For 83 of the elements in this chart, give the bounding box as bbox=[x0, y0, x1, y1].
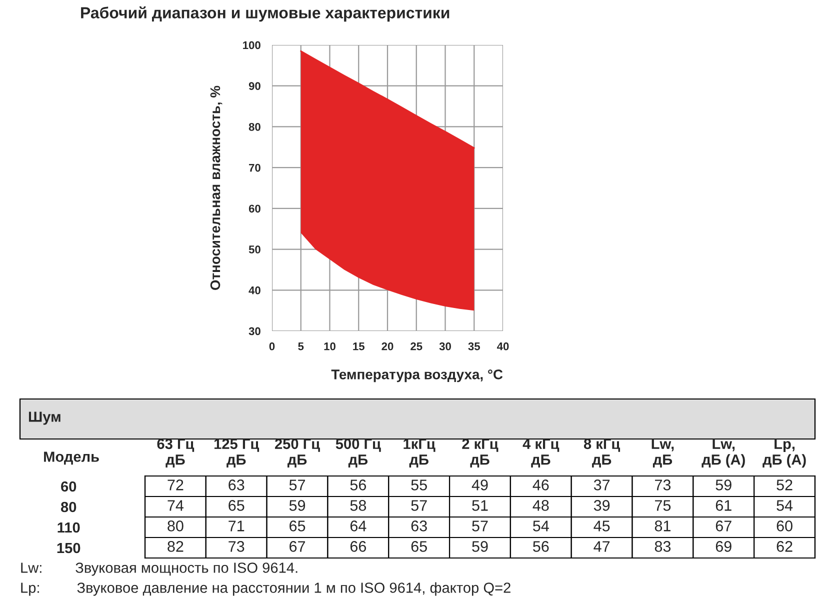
data-label: 60 bbox=[776, 520, 792, 532]
data-label: 49 bbox=[472, 480, 488, 490]
data-label: 65 bbox=[411, 541, 427, 552]
data-label: 57 bbox=[289, 480, 306, 490]
x-tick-label: 500 Гц дБ bbox=[336, 438, 381, 468]
data-label: 65 bbox=[228, 500, 244, 511]
data-label: 57 bbox=[472, 520, 488, 532]
data-label: 75 bbox=[655, 500, 671, 511]
x-tick-label: Lw, дБ bbox=[652, 438, 674, 468]
x-tick-label: 40 bbox=[496, 342, 509, 350]
data-label: 63 bbox=[411, 520, 427, 532]
y-tick-label: 70 bbox=[249, 164, 260, 172]
data-label: 66 bbox=[350, 541, 366, 552]
chart-title: Рабочий диапазон и шумовые характеристики bbox=[81, 6, 450, 22]
data-label: 56 bbox=[350, 480, 366, 490]
y-tick-label: 40 bbox=[248, 286, 260, 294]
x-tick-label: 5 bbox=[298, 342, 304, 350]
data-label: 83 bbox=[654, 541, 671, 552]
y-tick-label: 150 bbox=[57, 542, 80, 554]
data-label: 63 bbox=[228, 480, 244, 490]
x-tick-label: 63 Гц дБ bbox=[157, 438, 194, 468]
y-tick-label: 30 bbox=[248, 327, 260, 336]
data-label: 62 bbox=[776, 541, 792, 552]
data-label: 39 bbox=[594, 500, 610, 511]
y-tick-label: 50 bbox=[248, 246, 260, 254]
y-tick-label: 90 bbox=[248, 82, 260, 90]
data-label: 73 bbox=[228, 541, 244, 552]
y-axis-title: Модель bbox=[44, 452, 99, 465]
data-label: 54 bbox=[533, 520, 549, 532]
x-tick-label: 0 bbox=[269, 342, 275, 350]
x-tick-label: 15 bbox=[353, 342, 364, 350]
data-label: 37 bbox=[594, 480, 610, 490]
data-label: 57 bbox=[411, 500, 427, 511]
y-tick-label: 60 bbox=[248, 204, 260, 213]
x-tick-label: 2 кГц дБ bbox=[462, 438, 498, 468]
data-label: 46 bbox=[532, 480, 549, 490]
y-tick-label: 100 bbox=[243, 41, 260, 50]
x-tick-label: 250 Гц дБ bbox=[274, 438, 320, 468]
text: Lw: Звуковая мощность по ISO 9614. bbox=[21, 562, 298, 576]
data-label: 67 bbox=[290, 541, 306, 552]
y-tick-label: 80 bbox=[60, 502, 76, 512]
data-label: 74 bbox=[168, 500, 184, 511]
x-tick-label: Lw, дБ (A) bbox=[702, 438, 745, 468]
data-label: 59 bbox=[472, 541, 488, 552]
data-label: 45 bbox=[594, 520, 610, 532]
text: Lp: Звуковое давление на расстоянии 1 м по ISO 9614, фактор Q=2 bbox=[21, 582, 510, 596]
x-tick-label: 125 Гц дБ bbox=[214, 438, 260, 468]
data-label: 47 bbox=[594, 541, 610, 552]
data-label: 54 bbox=[776, 500, 793, 511]
data-label: 81 bbox=[654, 520, 670, 532]
x-tick-label: 35 bbox=[468, 342, 480, 350]
data-label: 65 bbox=[290, 520, 306, 532]
x-tick-label: 4 кГц дБ bbox=[522, 438, 560, 468]
data-label: 58 bbox=[350, 500, 366, 511]
x-tick-label: 20 bbox=[382, 342, 394, 350]
x-axis-title: Температура воздуха, °C bbox=[331, 370, 503, 382]
data-label: 59 bbox=[289, 500, 306, 511]
data-label: 69 bbox=[716, 541, 732, 552]
x-tick-label: 1кГц дБ bbox=[404, 438, 436, 468]
data-label: 64 bbox=[350, 520, 366, 532]
data-label: 61 bbox=[716, 500, 732, 511]
x-tick-label: 10 bbox=[324, 342, 336, 350]
data-label: 51 bbox=[472, 500, 488, 511]
x-tick-label: 25 bbox=[410, 342, 422, 350]
y-axis-title: Относительная влажность, % bbox=[210, 86, 222, 290]
data-label: 80 bbox=[168, 520, 184, 532]
x-tick-label: 8 кГц дБ bbox=[584, 438, 620, 468]
chart-title: Шум bbox=[28, 412, 60, 425]
data-label: 82 bbox=[168, 541, 184, 552]
data-label: 73 bbox=[655, 480, 671, 490]
data-label: 48 bbox=[532, 500, 549, 511]
x-tick-label: Lp, дБ (A) bbox=[762, 438, 806, 468]
data-label: 71 bbox=[228, 520, 244, 532]
y-tick-label: 110 bbox=[58, 522, 80, 533]
x-tick-label: 30 bbox=[439, 342, 451, 350]
data-label: 56 bbox=[533, 541, 549, 552]
y-tick-label: 80 bbox=[248, 122, 260, 131]
y-tick-label: 60 bbox=[61, 481, 76, 492]
data-label: 67 bbox=[716, 520, 732, 532]
data-label: 52 bbox=[776, 480, 792, 490]
data-label: 72 bbox=[168, 480, 184, 490]
data-label: 55 bbox=[411, 480, 427, 490]
data-label: 59 bbox=[716, 480, 732, 490]
